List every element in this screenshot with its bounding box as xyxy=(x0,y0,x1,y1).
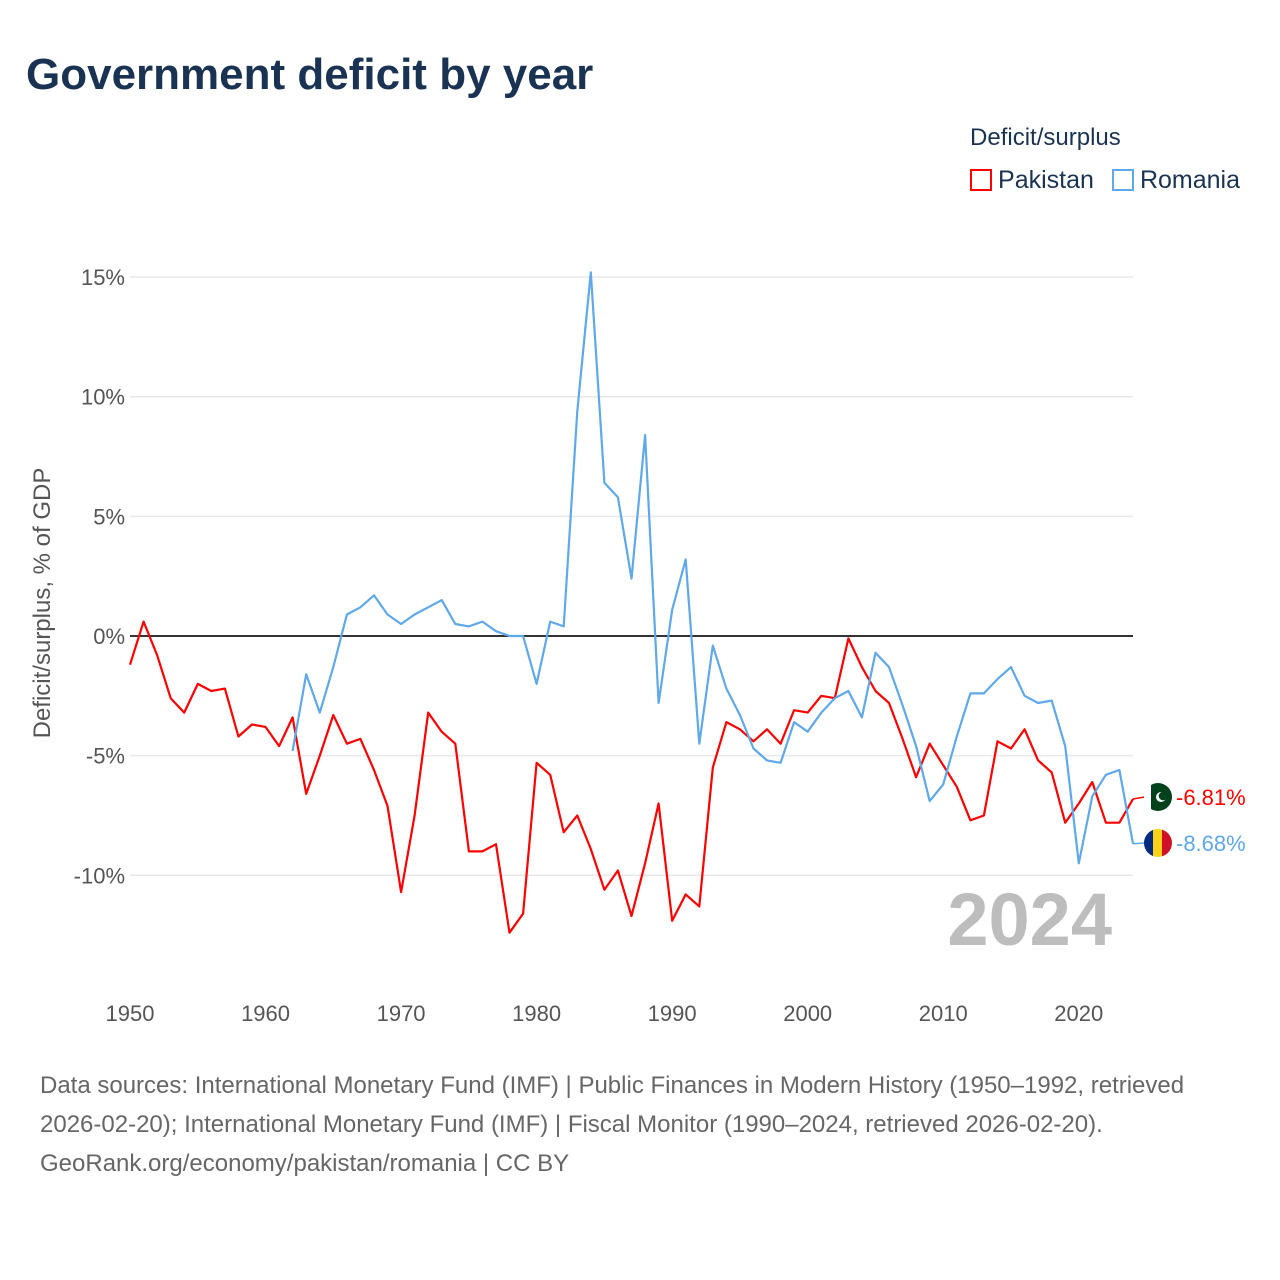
series-line-pakistan[interactable] xyxy=(128,620,1134,934)
pakistan-flag-icon xyxy=(1144,783,1172,811)
y-tick-label: 10% xyxy=(81,385,125,410)
data-sources: Data sources: International Monetary Fun… xyxy=(40,1072,1185,1138)
romania-flag-icon xyxy=(1144,829,1172,857)
legend-item-pakistan[interactable]: Pakistan xyxy=(970,166,1094,195)
y-tick-label: 5% xyxy=(93,504,125,529)
x-tick-label: 2020 xyxy=(1054,1001,1103,1026)
y-tick-label: 15% xyxy=(81,265,125,290)
footer: Data sources: International Monetary Fun… xyxy=(40,1066,1240,1183)
credit-link[interactable]: GeoRank.org/economy/pakistan/romania | C… xyxy=(40,1150,570,1177)
chart-title: Government deficit by year xyxy=(26,50,594,99)
x-tick-label: 2000 xyxy=(783,1001,832,1026)
legend-swatch-romania xyxy=(1111,169,1134,191)
x-tick-label: 1960 xyxy=(241,1001,290,1026)
end-connector xyxy=(1132,796,1146,800)
legend-swatch-pakistan xyxy=(970,169,993,191)
legend-label: Romania xyxy=(1139,166,1240,194)
y-tick-label: -10% xyxy=(74,863,125,888)
x-tick-label: 1980 xyxy=(512,1001,561,1026)
legend: Deficit/surplus Pakistan Romania xyxy=(970,124,1240,195)
y-tick-label: -5% xyxy=(86,744,125,769)
x-tick-label: 1970 xyxy=(377,1001,426,1026)
y-tick-label: 0% xyxy=(93,624,125,649)
end-value-label: -8.68% xyxy=(1176,831,1246,856)
x-tick-label: 1990 xyxy=(648,1001,697,1026)
year-watermark: 2024 xyxy=(947,878,1112,961)
x-tick-label: 2010 xyxy=(919,1001,968,1026)
x-tick-label: 1950 xyxy=(106,1001,155,1026)
legend-title: Deficit/surplus xyxy=(970,124,1121,151)
end-connector xyxy=(1132,842,1146,845)
y-axis-label: Deficit/surplus, % of GDP xyxy=(29,468,56,739)
legend-label: Pakistan xyxy=(998,166,1094,194)
series-line-romania[interactable] xyxy=(291,271,1135,865)
line-chart: 15% 10% 5% 0% -5% -10% 1950 1960 1970 1980 1990 200… xyxy=(29,265,1246,1026)
legend-item-romania[interactable]: Romania xyxy=(1111,166,1240,195)
end-value-label: -6.81% xyxy=(1176,785,1246,810)
